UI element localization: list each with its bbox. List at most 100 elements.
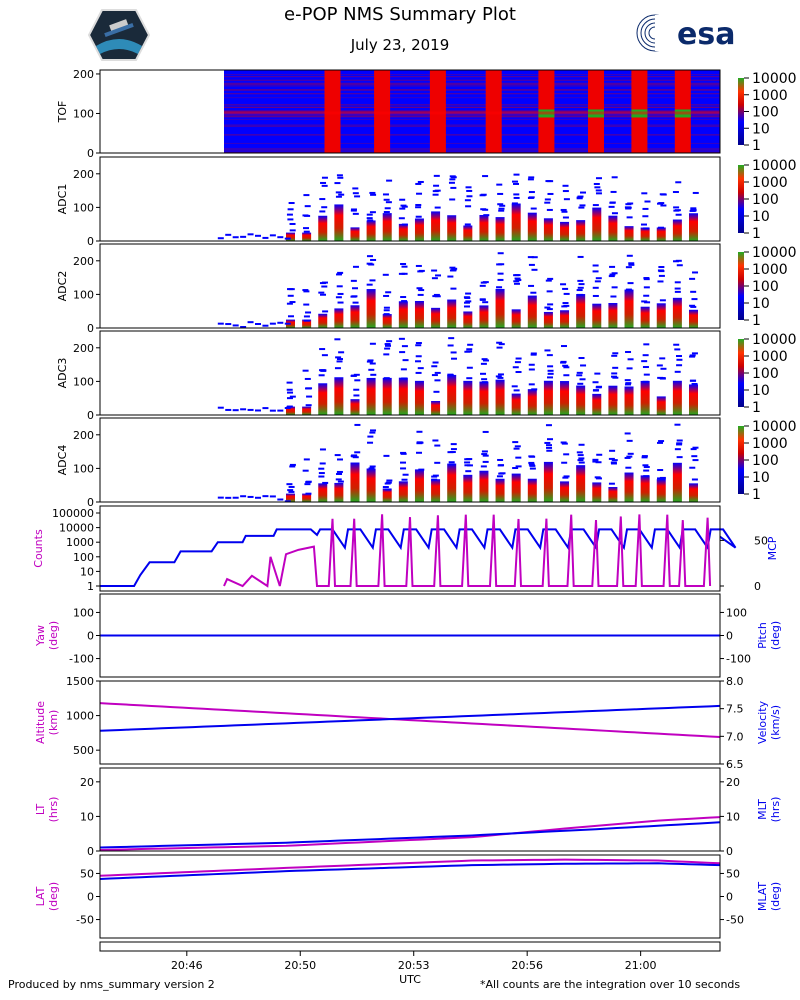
adc-sparse-count xyxy=(515,456,522,459)
adc-sparse-count xyxy=(592,294,599,297)
y-tick-label: 6.5 xyxy=(726,758,744,771)
adc-sparse-count xyxy=(690,448,697,451)
adc-sparse-count xyxy=(289,463,296,466)
adc-sparse-count xyxy=(576,374,583,377)
adc-sparse-count xyxy=(335,356,342,359)
panel-frame xyxy=(99,243,721,329)
adc-sparse-count xyxy=(418,269,425,272)
adc-sparse-count xyxy=(288,288,295,291)
mcp-ylabel: MCP xyxy=(766,536,779,560)
adc-sparse-count xyxy=(515,357,522,360)
adc-sparse-count xyxy=(689,354,696,357)
adc-sparse-count xyxy=(642,354,649,357)
adc-sparse-count xyxy=(690,207,697,210)
adc-sparse-count xyxy=(319,462,326,465)
adc-column xyxy=(447,374,457,415)
left-ylabel: Altitude xyxy=(34,701,47,744)
y-tick-label: 0 xyxy=(87,235,94,248)
adc-sparse-count xyxy=(528,176,535,179)
adc-sparse-count xyxy=(262,236,269,239)
adc-sparse-count xyxy=(351,374,358,377)
tof-noise-line xyxy=(224,106,720,108)
adc-sparse-count xyxy=(674,209,681,212)
tof-noise-line xyxy=(224,76,720,78)
adc-sparse-count xyxy=(431,277,438,280)
adc-sparse-count xyxy=(546,354,553,357)
adc-column xyxy=(398,481,408,502)
adc-sparse-count xyxy=(481,381,488,384)
tof-noise-line xyxy=(224,84,720,85)
adc-sparse-count xyxy=(547,372,554,375)
adc-column xyxy=(543,218,553,241)
adc-column xyxy=(366,468,376,502)
adc-sparse-count xyxy=(401,478,408,481)
adc-sparse-count xyxy=(642,380,649,383)
adc-sparse-count xyxy=(676,456,683,459)
tof-noise-line xyxy=(224,90,720,91)
adc-sparse-count xyxy=(611,272,618,275)
adc-sparse-count xyxy=(595,477,602,480)
adc-column xyxy=(624,289,634,328)
esa-logo-text: esa xyxy=(677,17,735,52)
adc-column xyxy=(302,406,312,415)
adc-sparse-count xyxy=(657,477,664,480)
adc-sparse-count xyxy=(658,440,665,443)
adc-sparse-count xyxy=(384,343,391,346)
adc-sparse-count xyxy=(269,409,276,412)
adc-column xyxy=(414,300,424,328)
adc-sparse-count xyxy=(305,480,312,483)
adc-sparse-count xyxy=(658,274,665,277)
adc-sparse-count xyxy=(561,461,568,464)
adc-sparse-count xyxy=(433,390,440,393)
adc-sparse-count xyxy=(624,456,631,459)
adc-sparse-count xyxy=(580,364,587,367)
adc-sparse-count xyxy=(465,186,472,189)
adc-sparse-count xyxy=(593,389,600,392)
adc-sparse-count xyxy=(657,226,664,229)
series-mlt xyxy=(99,821,721,849)
adc-sparse-count xyxy=(368,467,375,470)
adc-sparse-count xyxy=(415,342,422,345)
adc-sparse-count xyxy=(466,464,473,467)
adc-sparse-count xyxy=(369,279,376,282)
adc-sparse-count xyxy=(531,256,538,259)
adc-sparse-count xyxy=(627,202,634,205)
adc-column xyxy=(543,311,553,328)
adc-column xyxy=(414,218,424,241)
series-mlat xyxy=(99,862,721,880)
adc-column xyxy=(624,472,634,502)
adc-sparse-count xyxy=(674,370,681,373)
adc-sparse-count xyxy=(497,278,504,281)
adc-sparse-count xyxy=(512,467,519,470)
adc-sparse-count xyxy=(449,269,456,272)
adc-sparse-count xyxy=(289,222,296,225)
tof-noise-line xyxy=(224,76,720,78)
adc-sparse-count xyxy=(418,468,425,471)
adc-sparse-count xyxy=(546,444,553,447)
colorbar-label: 10000 xyxy=(752,71,797,87)
adc-sparse-count xyxy=(674,287,681,290)
y-tick-label: 10 xyxy=(80,565,94,578)
adc-sparse-count xyxy=(578,461,585,464)
adc-column xyxy=(640,475,650,502)
adc-sparse-count xyxy=(262,495,269,498)
adc-sparse-count xyxy=(450,448,457,451)
adc-column xyxy=(318,313,328,328)
adc-sparse-count xyxy=(303,458,310,461)
adc-sparse-count xyxy=(530,291,537,294)
adc-column xyxy=(656,303,666,328)
adc-sparse-count xyxy=(400,204,407,207)
adc-sparse-count xyxy=(530,207,537,210)
adc-sparse-count xyxy=(479,298,486,301)
y-tick-label: 100 xyxy=(73,288,94,301)
adc-sparse-count xyxy=(400,461,407,464)
adc-sparse-count xyxy=(626,216,633,219)
adc-column xyxy=(576,220,586,241)
adc-sparse-count xyxy=(319,198,326,201)
y-tick-label: -100 xyxy=(726,653,751,666)
tof-noise-line xyxy=(224,115,720,117)
adc-column xyxy=(672,297,682,328)
adc-sparse-count xyxy=(318,475,325,478)
heatmap-adc2 xyxy=(96,243,749,329)
adc-sparse-count xyxy=(595,177,602,180)
